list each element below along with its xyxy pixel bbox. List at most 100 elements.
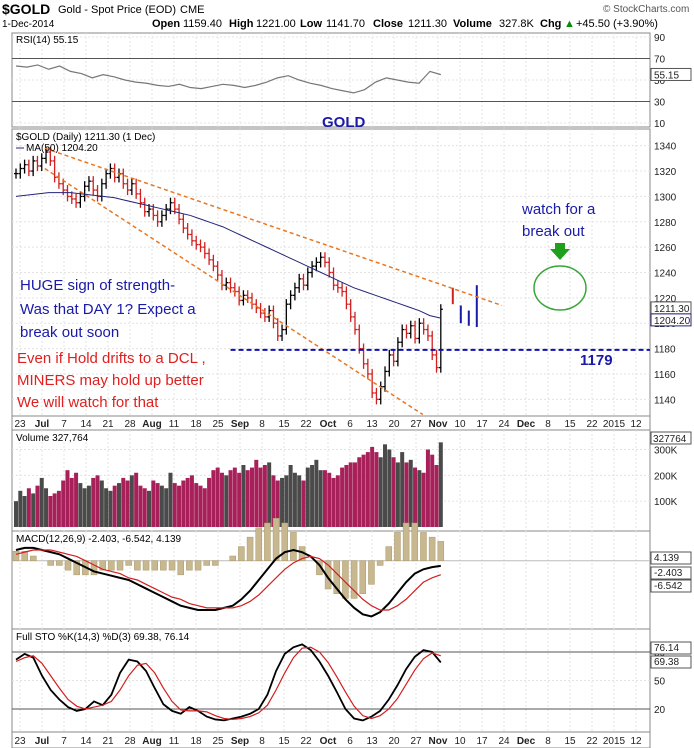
- sto-label: Full STO %K(14,3) %D(3) 69.38, 76.14: [16, 632, 190, 643]
- volume-tick-label: 100K: [654, 497, 678, 508]
- macd-histogram-bar: [238, 546, 245, 561]
- price-tick-label: 1180: [654, 345, 676, 356]
- volume-bar: [434, 465, 439, 527]
- volume-bar: [241, 465, 246, 527]
- x-tick-label-top: Aug: [142, 419, 161, 430]
- rsi-tick-label: 30: [654, 98, 666, 109]
- price-tick-label: 1160: [654, 370, 676, 381]
- volume-bar: [395, 462, 400, 527]
- volume-bar: [159, 485, 164, 527]
- x-tick-label-top: 17: [476, 419, 488, 430]
- volume-bar: [52, 493, 57, 527]
- annotation-huge-2: Was that DAY 1? Expect a: [20, 301, 196, 318]
- x-tick-label-bottom: 15: [278, 736, 290, 747]
- x-tick-label-bottom: Jul: [35, 736, 50, 747]
- volume-bar: [258, 467, 263, 527]
- macd-histogram-bar: [108, 560, 115, 571]
- x-tick-label-top: 11: [169, 419, 180, 430]
- macd-histogram-bar: [350, 560, 358, 599]
- x-tick-label-bottom: 13: [366, 736, 378, 747]
- annotation-dcl-3: We will watch for that: [17, 394, 159, 411]
- volume-bar: [250, 467, 254, 527]
- volume-bar: [305, 467, 310, 527]
- volume-bar: [271, 475, 276, 527]
- annotation-watch-1: watch for a: [521, 201, 596, 218]
- volume-bar: [237, 472, 242, 527]
- volume-bar: [99, 480, 104, 527]
- volume-bar: [348, 462, 353, 527]
- volume-bar: [284, 475, 289, 527]
- volume-bar: [177, 485, 182, 527]
- rsi-annotation: GOLD: [322, 114, 365, 131]
- x-tick-label-bottom: 11: [169, 736, 180, 747]
- x-tick-label-bottom: 6: [347, 736, 353, 747]
- symbol: $GOLD: [2, 1, 50, 17]
- x-tick-label-bottom: 21: [102, 736, 114, 747]
- x-tick-label-bottom: 8: [545, 736, 551, 747]
- macd-histogram-bar: [411, 522, 419, 561]
- x-tick-label-top: Nov: [429, 419, 448, 430]
- x-tick-label-bottom: 24: [498, 736, 510, 747]
- rsi-badge-label: 55.15: [654, 70, 679, 81]
- description: Gold - Spot Price (EOD): [58, 4, 176, 16]
- rsi-badge: [650, 67, 692, 81]
- trendline-lower: [44, 167, 424, 416]
- price-label: $GOLD (Daily) 1211.30 (1 Dec): [16, 132, 155, 143]
- volume-bar: [116, 483, 121, 527]
- brand: © StockCharts.com: [603, 4, 689, 15]
- volume-bar: [172, 483, 177, 527]
- volume-bar: [39, 477, 44, 527]
- high-value: 1221.00: [256, 18, 296, 30]
- sto-tick-label: 20: [654, 705, 666, 716]
- volume-bar: [91, 477, 96, 527]
- macd-histogram-bar: [30, 555, 37, 561]
- volume-bar: [69, 477, 74, 527]
- volume-bar: [292, 472, 297, 527]
- volume-badge: [650, 431, 692, 445]
- macd-histogram-bar: [368, 560, 375, 585]
- volume-bar: [35, 485, 40, 527]
- sto-badge: [650, 655, 692, 669]
- macd-histogram-bar: [142, 560, 150, 571]
- x-tick-label-bottom: 17: [476, 736, 488, 747]
- rsi-line: [15, 64, 441, 94]
- volume-bar: [288, 465, 293, 527]
- price-tick-label: 1220: [654, 294, 677, 305]
- volume-label: Volume: [453, 18, 492, 30]
- x-tick-label-bottom: 18: [190, 736, 202, 747]
- x-tick-label-bottom: 14: [80, 736, 92, 747]
- volume-bar: [74, 472, 79, 527]
- volume-bar: [112, 485, 117, 527]
- volume-tick-label: 200K: [654, 471, 678, 482]
- volume-bar: [352, 462, 357, 527]
- x-tick-label-top: 15: [564, 419, 576, 430]
- support-label: 1179: [580, 352, 613, 369]
- close-label: Close: [373, 18, 403, 30]
- rsi-tick-label: 70: [654, 55, 666, 66]
- macd-badge: [650, 566, 692, 580]
- volume-bar: [340, 467, 345, 527]
- annotation-huge-1: HUGE sign of strength-: [20, 277, 175, 294]
- ma-label: MA(50) 1204.20: [26, 143, 98, 154]
- x-tick-label-bottom: 2015: [603, 736, 626, 747]
- x-tick-label-top: Jul: [35, 419, 50, 430]
- macd-histogram-bar: [264, 522, 271, 561]
- annotation-watch-2: break out: [522, 223, 585, 240]
- x-tick-label-top: Sep: [231, 419, 249, 430]
- x-tick-label-top: 23: [14, 419, 26, 430]
- rsi-tick-label: 10: [654, 119, 666, 130]
- macd-signal-line: [15, 549, 442, 611]
- volume-bar: [361, 454, 366, 527]
- macd-histogram-bar: [160, 560, 167, 571]
- volume-bar: [314, 459, 319, 527]
- price-badge-ma: [650, 313, 692, 327]
- volume-bar: [31, 493, 36, 527]
- volume-bar: [301, 480, 306, 527]
- volume-bar: [267, 462, 272, 527]
- x-tick-label-top: 20: [388, 419, 400, 430]
- macd-histogram-bar: [151, 560, 158, 571]
- volume-bar: [262, 465, 267, 527]
- volume-bar: [138, 485, 143, 527]
- x-tick-label-top: 27: [410, 419, 422, 430]
